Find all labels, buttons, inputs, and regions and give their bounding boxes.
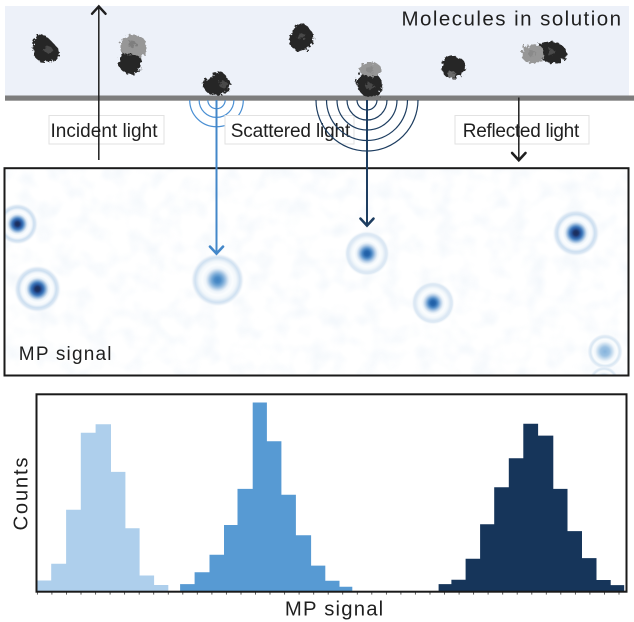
- svg-text:Molecules in solution: Molecules in solution: [402, 8, 622, 31]
- svg-text:Counts: Counts: [11, 458, 33, 531]
- svg-text:Scattered light: Scattered light: [231, 121, 351, 142]
- svg-text:MP signal: MP signal: [19, 344, 112, 365]
- svg-text:MP signal: MP signal: [285, 599, 383, 621]
- svg-text:Incident light: Incident light: [51, 121, 159, 142]
- svg-text:Reflected light: Reflected light: [463, 121, 580, 142]
